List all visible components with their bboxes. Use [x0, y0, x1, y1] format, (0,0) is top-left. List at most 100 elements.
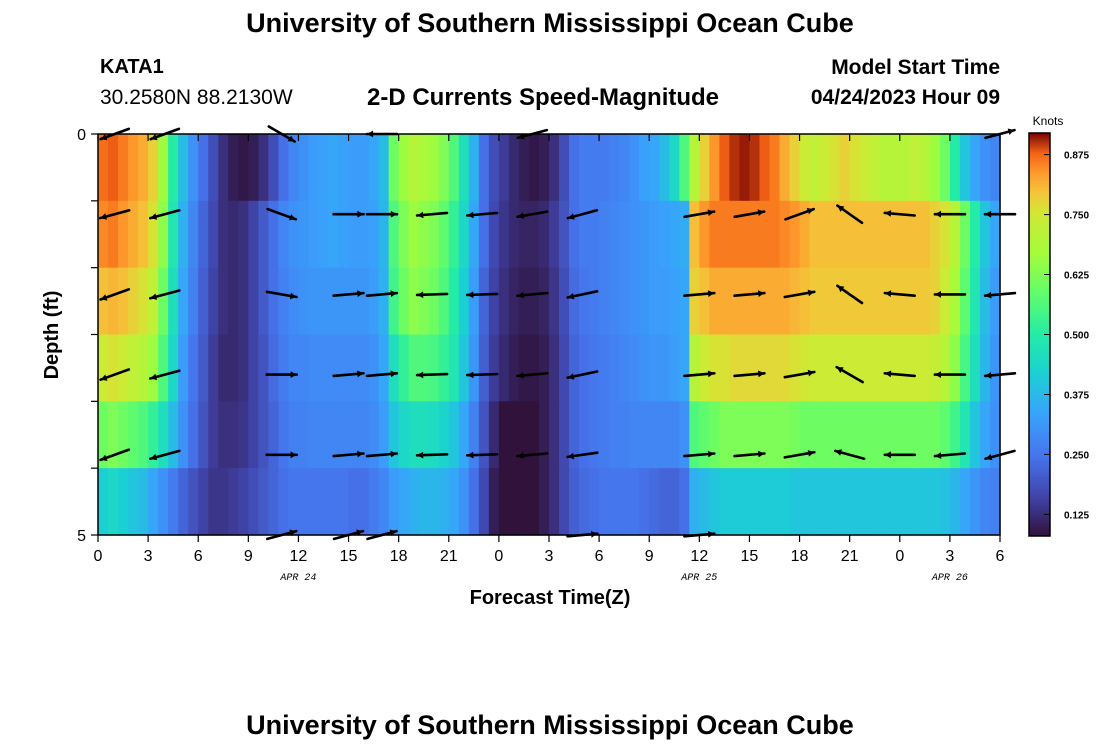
current-vector-arrow: [465, 291, 499, 299]
heatmap-cell: [889, 200, 901, 269]
heatmap-cell: [559, 401, 570, 469]
heatmap-cell: [609, 200, 620, 269]
heatmap-cell: [398, 134, 410, 202]
current-vector-arrow: [883, 210, 917, 217]
heatmap-cell: [729, 267, 741, 336]
current-vector-arrow: [266, 207, 298, 221]
heatmap-cell: [619, 401, 630, 469]
heatmap-cell: [739, 267, 751, 336]
heatmap-cell: [609, 334, 620, 402]
heatmap-cell: [518, 134, 530, 202]
heatmap-cell: [579, 267, 590, 336]
heatmap-cell: [859, 200, 871, 269]
heatmap-cell: [809, 267, 821, 336]
heatmap-cell: [538, 134, 550, 202]
heatmap-cell: [909, 468, 921, 536]
heatmap-cell: [178, 334, 189, 402]
heatmap-cell: [318, 401, 330, 469]
heatmap-cell: [268, 134, 279, 202]
x-tick-label: 3: [144, 548, 153, 565]
heatmap-cell: [418, 267, 430, 336]
heatmap-cell: [148, 334, 159, 402]
current-vector-arrow: [783, 369, 816, 379]
heatmap-cell: [308, 334, 320, 402]
heatmap-cell: [629, 468, 640, 536]
heatmap-cell: [128, 200, 139, 269]
heatmap-cell: [769, 401, 781, 469]
heatmap-cell: [518, 200, 530, 269]
heatmap-cell: [989, 334, 1001, 402]
heatmap-cell: [378, 334, 390, 402]
heatmap-cell: [759, 134, 771, 202]
heatmap-cell: [899, 134, 911, 202]
heatmap-cell: [388, 334, 400, 402]
date-label: APR 25: [680, 573, 717, 584]
heatmap-cell: [478, 134, 490, 202]
heatmap-cell: [488, 134, 500, 202]
heatmap-cell: [458, 334, 470, 402]
heatmap-cell: [889, 401, 901, 469]
heatmap-cell: [869, 134, 881, 202]
heatmap-cell: [889, 334, 901, 402]
current-vector-arrow: [566, 451, 599, 460]
current-vector-arrow: [783, 289, 816, 299]
heatmap-cell: [629, 401, 640, 469]
heatmap-cell: [458, 267, 470, 336]
heatmap-cell: [528, 267, 540, 336]
heatmap-cell: [809, 401, 821, 469]
heatmap-cell: [909, 267, 921, 336]
heatmap-cell: [989, 267, 1001, 336]
heatmap-cell: [158, 334, 169, 402]
heatmap-cell: [248, 134, 259, 202]
heatmap-cell: [829, 468, 841, 536]
current-vector-arrow: [149, 289, 181, 300]
heatmap-cell: [238, 401, 249, 469]
heatmap-cell: [959, 134, 971, 202]
heatmap-cell: [398, 468, 410, 536]
colorbar-unit: Knots: [1033, 114, 1064, 128]
heatmap-cell: [328, 267, 340, 336]
heatmap-cell: [729, 200, 741, 269]
heatmap-cell: [298, 200, 310, 269]
heatmap-cell: [729, 401, 741, 469]
heatmap-cell: [959, 267, 971, 336]
heatmap-cell: [939, 200, 951, 269]
heatmap-cell: [358, 334, 370, 402]
heatmap-cell: [448, 200, 460, 269]
heatmap-cell: [418, 134, 430, 202]
heatmap-cell: [168, 468, 179, 536]
heatmap-cell: [268, 267, 279, 336]
heatmap-cell: [348, 200, 360, 269]
heatmap-cell: [679, 134, 690, 202]
heatmap-cell: [889, 134, 901, 202]
heatmap-cell: [599, 267, 610, 336]
x-tick-label: 3: [945, 548, 954, 565]
heatmap-cell: [919, 134, 931, 202]
heatmap-cell: [138, 334, 149, 402]
heatmap-cell: [909, 200, 921, 269]
current-vector-arrow: [783, 450, 816, 459]
heatmap-cell: [438, 134, 450, 202]
heatmap-cell: [669, 334, 680, 402]
heatmap-cell: [458, 468, 470, 536]
heatmap-cell: [639, 401, 650, 469]
x-tick-label: 0: [895, 548, 904, 565]
heatmap-cell: [969, 200, 981, 269]
heatmap-cell: [98, 134, 109, 202]
heatmap-cell: [949, 200, 961, 269]
heatmap-cell: [859, 267, 871, 336]
heatmap-cell: [208, 134, 219, 202]
heatmap-cell: [929, 468, 941, 536]
heatmap-cell: [919, 200, 931, 269]
heatmap-cell: [609, 267, 620, 336]
current-vector-arrow: [566, 370, 599, 380]
heatmap-cell: [799, 468, 811, 536]
heatmap-cell: [278, 334, 290, 402]
heatmap-cell: [589, 334, 600, 402]
heatmap-cell: [488, 468, 500, 536]
heatmap-cell: [569, 267, 580, 336]
heatmap-cell: [138, 267, 149, 336]
heatmap-cell: [228, 468, 239, 536]
heatmap-cell: [428, 401, 440, 469]
